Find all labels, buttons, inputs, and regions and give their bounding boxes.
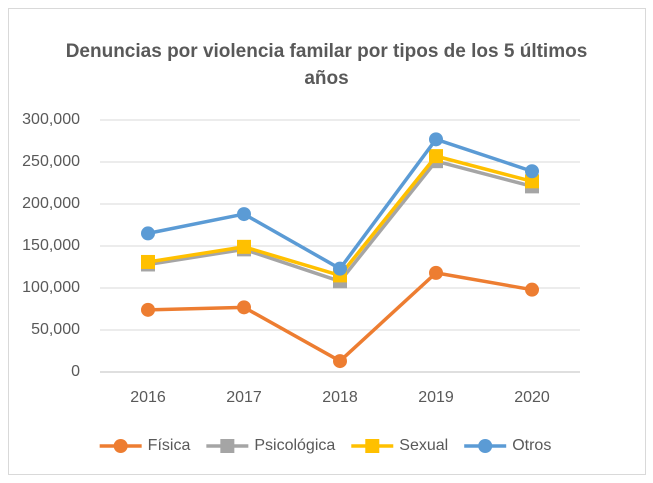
legend-marker — [478, 439, 493, 453]
marker — [237, 300, 251, 315]
y-tick-label: 300,000 — [22, 111, 80, 128]
y-tick-label: 50,000 — [31, 321, 80, 338]
marker — [141, 226, 155, 241]
x-tick-label: 2019 — [418, 389, 454, 406]
y-tick-label: 150,000 — [22, 237, 80, 254]
marker — [429, 132, 443, 147]
legend-label: Otros — [512, 437, 551, 454]
marker — [525, 164, 539, 179]
marker — [237, 239, 251, 254]
marker — [525, 282, 539, 297]
series-line — [147, 154, 533, 278]
x-tick-label: 2018 — [322, 389, 358, 406]
marker — [333, 261, 347, 276]
legend-marker — [113, 439, 128, 453]
legend-label: Sexual — [399, 437, 448, 454]
chart-border — [8, 8, 646, 475]
y-tick-label: 0 — [71, 363, 80, 380]
x-tick-label: 2020 — [514, 389, 550, 406]
y-tick-label: 100,000 — [22, 279, 80, 296]
marker — [525, 174, 539, 189]
y-tick-label: 200,000 — [22, 195, 80, 212]
marker — [429, 265, 443, 280]
marker — [333, 354, 347, 369]
chart-title: Denuncias por violencia familar por tipo… — [65, 41, 588, 89]
legend-label: Física — [148, 437, 191, 454]
legend-label: Psicológica — [254, 437, 335, 454]
marker — [237, 207, 251, 222]
y-tick-label: 250,000 — [22, 153, 80, 170]
x-tick-label: 2016 — [130, 389, 166, 406]
marker — [429, 149, 443, 164]
x-tick-label: 2017 — [226, 389, 262, 406]
legend-marker — [220, 439, 235, 453]
legend-marker — [365, 439, 380, 453]
marker — [141, 254, 155, 269]
marker — [141, 302, 155, 317]
